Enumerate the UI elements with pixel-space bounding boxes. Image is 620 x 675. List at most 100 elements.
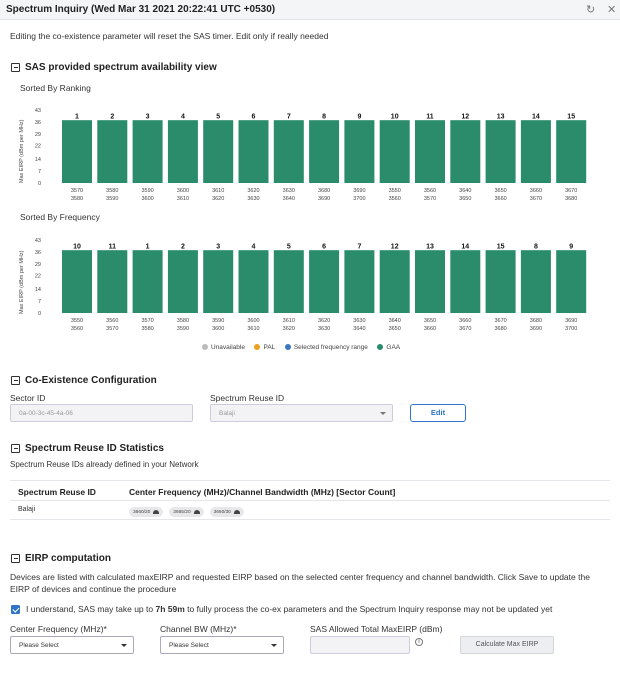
collapse-icon[interactable]: [11, 444, 20, 453]
bar-data-label: 7: [357, 244, 361, 251]
eirp-description: Devices are listed with calculated maxEI…: [10, 572, 590, 594]
chip-label: 3660/20: [133, 509, 151, 515]
legend-unavailable[interactable]: Unavailable: [202, 344, 245, 351]
x-tick-label-top: 3610: [283, 318, 295, 324]
bar-data-label: 1: [146, 244, 150, 251]
x-tick-label-top: 3600: [177, 188, 189, 194]
wifi-icon: [233, 510, 240, 514]
bar: [273, 120, 304, 183]
calculate-max-eirp-button[interactable]: Calculate Max EIRP: [460, 636, 554, 654]
column-header-frequency: Center Frequency (MHz)/Channel Bandwidth…: [129, 487, 396, 497]
bar: [450, 250, 481, 313]
y-tick-label: 36: [35, 120, 41, 126]
x-tick-label-top: 3640: [389, 318, 401, 324]
x-tick-label-top: 3560: [106, 318, 118, 324]
y-tick-label: 0: [38, 181, 41, 187]
refresh-icon[interactable]: ↻: [586, 4, 596, 16]
legend-selected[interactable]: Selected frequency range: [284, 343, 368, 351]
x-tick-label-bottom: 3580: [141, 326, 153, 332]
acknowledge-checkbox[interactable]: [11, 605, 20, 614]
collapse-icon[interactable]: [11, 376, 20, 385]
acknowledge-text-pre: I understand, SAS may take up to: [26, 604, 156, 614]
bar-data-label: 15: [567, 114, 575, 121]
bar-data-label: 11: [426, 114, 434, 121]
bar-data-label: 6: [252, 114, 256, 121]
y-tick-label: 22: [35, 274, 41, 280]
x-tick-label-top: 3600: [247, 318, 259, 324]
x-tick-label-bottom: 3630: [318, 326, 330, 332]
bar: [62, 120, 92, 183]
y-tick-label: 7: [38, 169, 41, 175]
wifi-icon: [193, 510, 200, 514]
bar: [344, 250, 375, 313]
close-icon[interactable]: ✕: [607, 4, 617, 16]
chart1-svg: 43 36 29 22 14 7 0 1 3570 3580 2 3580 3590 3 3590 3600 4…: [35, 108, 587, 202]
center-frequency-label: Center Frequency (MHz)*: [10, 624, 107, 634]
bar: [379, 250, 410, 313]
table-header: Spectrum Reuse ID Center Frequency (MHz)…: [10, 481, 610, 501]
x-tick-label-bottom: 3620: [212, 196, 224, 202]
legend-pal-label: PAL: [263, 343, 276, 351]
bar-data-label: 13: [426, 244, 434, 251]
acknowledge-duration: 7h 59m: [155, 604, 185, 614]
info-icon[interactable]: i: [415, 638, 423, 646]
chart2-title: Sorted By Frequency: [20, 212, 100, 222]
table-row-chips: 3660/20 3665/20 3660/30: [129, 507, 248, 517]
x-tick-label-bottom: 3660: [494, 196, 506, 202]
bar: [273, 250, 304, 313]
bar: [450, 120, 481, 183]
channel-bw-select[interactable]: Please Select: [160, 636, 284, 654]
bar: [415, 250, 445, 313]
x-tick-label-top: 3650: [494, 188, 506, 194]
x-tick-label-top: 3550: [389, 188, 401, 194]
legend-pal[interactable]: PAL: [254, 344, 275, 351]
x-tick-label-top: 3670: [565, 188, 577, 194]
x-tick-label-bottom: 3670: [459, 326, 471, 332]
legend-gaa-label: GAA: [386, 343, 401, 351]
legend-gaa[interactable]: GAA: [377, 344, 400, 351]
chip-label: 3665/20: [173, 509, 191, 515]
x-tick-label-bottom: 3680: [494, 326, 506, 332]
collapse-icon[interactable]: [11, 63, 20, 72]
bar: [556, 120, 587, 183]
x-tick-label-top: 3570: [71, 188, 83, 194]
chart1-title: Sorted By Ranking: [20, 83, 91, 93]
x-tick-label-top: 3560: [424, 188, 436, 194]
x-tick-label-bottom: 3640: [283, 196, 295, 202]
frequency-chip: 3665/20: [169, 507, 204, 517]
bar-data-label: 6: [322, 244, 326, 251]
bar: [485, 120, 516, 183]
collapse-icon[interactable]: [11, 554, 20, 563]
x-tick-label-bottom: 3620: [283, 326, 295, 332]
spectrum-reuse-select[interactable]: Balaji: [210, 404, 393, 422]
y-tick-label: 14: [35, 157, 41, 163]
frequency-chip: 3660/20: [129, 507, 164, 517]
x-tick-label-top: 3660: [530, 188, 542, 194]
bar-data-label: 15: [497, 244, 505, 251]
chip-label: 3660/30: [213, 509, 231, 515]
acknowledge-text: I understand, SAS may take up to 7h 59m …: [26, 604, 552, 614]
reuse-stats-table: Spectrum Reuse ID Center Frequency (MHz)…: [10, 480, 610, 520]
bar-data-label: 10: [73, 244, 81, 251]
x-tick-label-top: 3550: [71, 318, 83, 324]
x-tick-label-bottom: 3560: [71, 326, 83, 332]
bar-data-label: 7: [287, 114, 291, 121]
x-tick-label-bottom: 3690: [530, 326, 542, 332]
center-frequency-select[interactable]: Please Select: [10, 636, 134, 654]
sector-id-field[interactable]: 0a-00-3c-45-4a-06: [10, 404, 193, 422]
reuse-stats-subtitle: Spectrum Reuse IDs already defined in yo…: [10, 460, 199, 469]
bar-data-label: 9: [357, 114, 361, 121]
bar-data-label: 8: [322, 114, 326, 121]
sas-view-heading: SAS provided spectrum availability view: [25, 62, 217, 73]
x-tick-label-bottom: 3640: [353, 326, 365, 332]
edit-button[interactable]: Edit: [410, 404, 466, 422]
bar: [167, 250, 198, 313]
x-tick-label-bottom: 3650: [459, 196, 471, 202]
bar-data-label: 10: [391, 114, 399, 121]
legend-selected-label: Selected frequency range: [293, 343, 368, 351]
bar-data-label: 8: [534, 244, 538, 251]
x-tick-label-top: 3580: [177, 318, 189, 324]
bar: [167, 120, 198, 183]
frequency-chip: 3660/30: [209, 507, 244, 517]
bar-data-label: 4: [181, 114, 185, 121]
